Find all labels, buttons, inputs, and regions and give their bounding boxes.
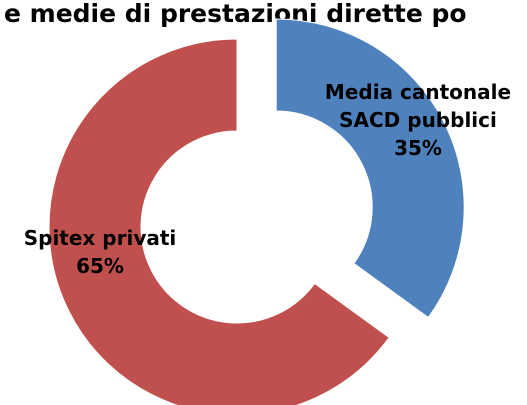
- slice-label-0: Media cantonale SACD pubblici 35%: [325, 80, 511, 160]
- slices: [48, 18, 465, 405]
- slice-category-label: SACD pubblici: [339, 108, 497, 132]
- slice-value-label: 35%: [394, 136, 442, 160]
- slice-category-label: Spitex privati: [24, 226, 177, 250]
- slice-value-label: 65%: [76, 254, 124, 278]
- data-labels: Media cantonale SACD pubblici 35% Spitex pr…: [24, 80, 511, 278]
- slice-1: [48, 38, 390, 405]
- chart-title: e medie di prestazioni dirette po: [4, 0, 467, 28]
- slice-0: [275, 18, 465, 319]
- slice-label-1: Spitex privati 65%: [24, 226, 177, 278]
- slice-category-label: Media cantonale: [325, 80, 511, 104]
